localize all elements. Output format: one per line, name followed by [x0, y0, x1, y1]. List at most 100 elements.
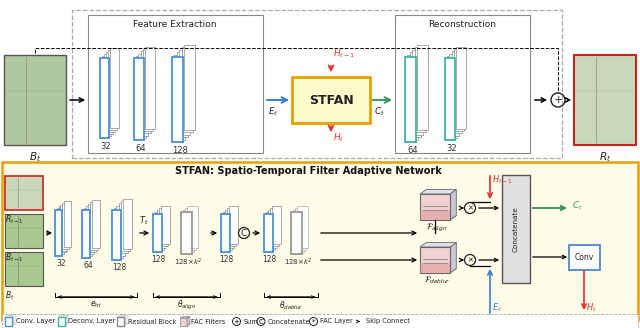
Text: +: +	[554, 95, 563, 105]
FancyBboxPatch shape	[292, 77, 370, 123]
Text: $B_{t-1}$: $B_{t-1}$	[5, 251, 24, 263]
Text: 128: 128	[172, 146, 188, 155]
Polygon shape	[221, 214, 230, 252]
Polygon shape	[223, 212, 232, 250]
Text: Sum: Sum	[243, 318, 259, 324]
Text: Concatenate: Concatenate	[513, 206, 519, 252]
Polygon shape	[420, 242, 456, 247]
Polygon shape	[450, 190, 456, 220]
FancyBboxPatch shape	[568, 244, 600, 270]
FancyBboxPatch shape	[502, 175, 530, 283]
Bar	[59, 317, 66, 325]
Text: FAC Filters: FAC Filters	[191, 318, 225, 324]
FancyBboxPatch shape	[5, 252, 43, 286]
Polygon shape	[55, 210, 62, 256]
Polygon shape	[153, 214, 162, 252]
Polygon shape	[104, 54, 113, 134]
Text: +: +	[234, 318, 239, 324]
Text: 32: 32	[447, 144, 458, 153]
Polygon shape	[408, 54, 419, 140]
Polygon shape	[55, 210, 62, 256]
Bar	[117, 317, 124, 326]
Polygon shape	[270, 208, 279, 246]
Polygon shape	[100, 58, 109, 138]
Bar	[58, 317, 65, 326]
Bar	[8, 316, 15, 325]
Polygon shape	[445, 58, 455, 140]
Polygon shape	[420, 194, 450, 220]
Polygon shape	[136, 56, 146, 138]
Text: Residual Block: Residual Block	[128, 318, 177, 324]
Polygon shape	[60, 205, 67, 251]
Text: 128: 128	[112, 263, 126, 272]
Polygon shape	[405, 57, 416, 142]
Polygon shape	[452, 51, 461, 133]
Text: 128: 128	[151, 255, 165, 264]
Polygon shape	[138, 53, 148, 135]
Bar	[60, 316, 67, 325]
Bar	[6, 317, 13, 325]
Text: C: C	[241, 229, 247, 237]
FancyBboxPatch shape	[5, 214, 43, 248]
FancyBboxPatch shape	[395, 15, 530, 153]
Polygon shape	[420, 247, 450, 273]
Polygon shape	[450, 242, 456, 273]
FancyBboxPatch shape	[88, 15, 263, 153]
Polygon shape	[82, 210, 90, 258]
Polygon shape	[161, 206, 170, 244]
Polygon shape	[181, 212, 192, 254]
Text: 64: 64	[408, 146, 419, 155]
Polygon shape	[141, 51, 150, 133]
Polygon shape	[118, 203, 127, 254]
Polygon shape	[420, 215, 456, 220]
Polygon shape	[172, 57, 183, 142]
Bar	[120, 316, 127, 325]
Bar	[118, 317, 125, 325]
Text: 32: 32	[56, 259, 66, 268]
Polygon shape	[227, 208, 236, 246]
Polygon shape	[295, 208, 306, 250]
Text: $H_t$: $H_t$	[586, 301, 596, 314]
Text: $128{\times}k^2$: $128{\times}k^2$	[284, 257, 312, 268]
Polygon shape	[174, 54, 186, 140]
Polygon shape	[405, 57, 416, 142]
Polygon shape	[100, 58, 109, 138]
Text: $B_t$: $B_t$	[5, 289, 15, 301]
Polygon shape	[64, 201, 71, 247]
Polygon shape	[264, 214, 273, 252]
Polygon shape	[92, 200, 100, 248]
Polygon shape	[112, 210, 121, 260]
Polygon shape	[180, 317, 190, 318]
Polygon shape	[420, 269, 456, 273]
Polygon shape	[145, 47, 155, 129]
Text: ✕: ✕	[467, 257, 473, 263]
Polygon shape	[185, 208, 196, 250]
Text: $\theta_{align}$: $\theta_{align}$	[177, 299, 196, 312]
Polygon shape	[102, 56, 111, 136]
Polygon shape	[57, 208, 64, 254]
Polygon shape	[86, 206, 94, 254]
Polygon shape	[155, 212, 164, 250]
Polygon shape	[291, 212, 302, 254]
Polygon shape	[177, 52, 188, 137]
Polygon shape	[153, 214, 162, 252]
Polygon shape	[454, 49, 464, 131]
Polygon shape	[143, 49, 153, 131]
Polygon shape	[272, 206, 281, 244]
Polygon shape	[106, 52, 115, 132]
Polygon shape	[123, 199, 132, 249]
Text: 128: 128	[262, 255, 276, 264]
Polygon shape	[116, 206, 125, 256]
Polygon shape	[415, 48, 426, 133]
Polygon shape	[179, 50, 190, 135]
Polygon shape	[82, 210, 90, 258]
Polygon shape	[108, 50, 117, 130]
Text: Feature Extraction: Feature Extraction	[133, 20, 217, 29]
Polygon shape	[221, 214, 230, 252]
Text: C: C	[259, 318, 264, 324]
Polygon shape	[84, 208, 92, 256]
Polygon shape	[181, 212, 192, 254]
Polygon shape	[183, 210, 194, 252]
FancyBboxPatch shape	[2, 162, 638, 320]
FancyBboxPatch shape	[2, 314, 638, 328]
